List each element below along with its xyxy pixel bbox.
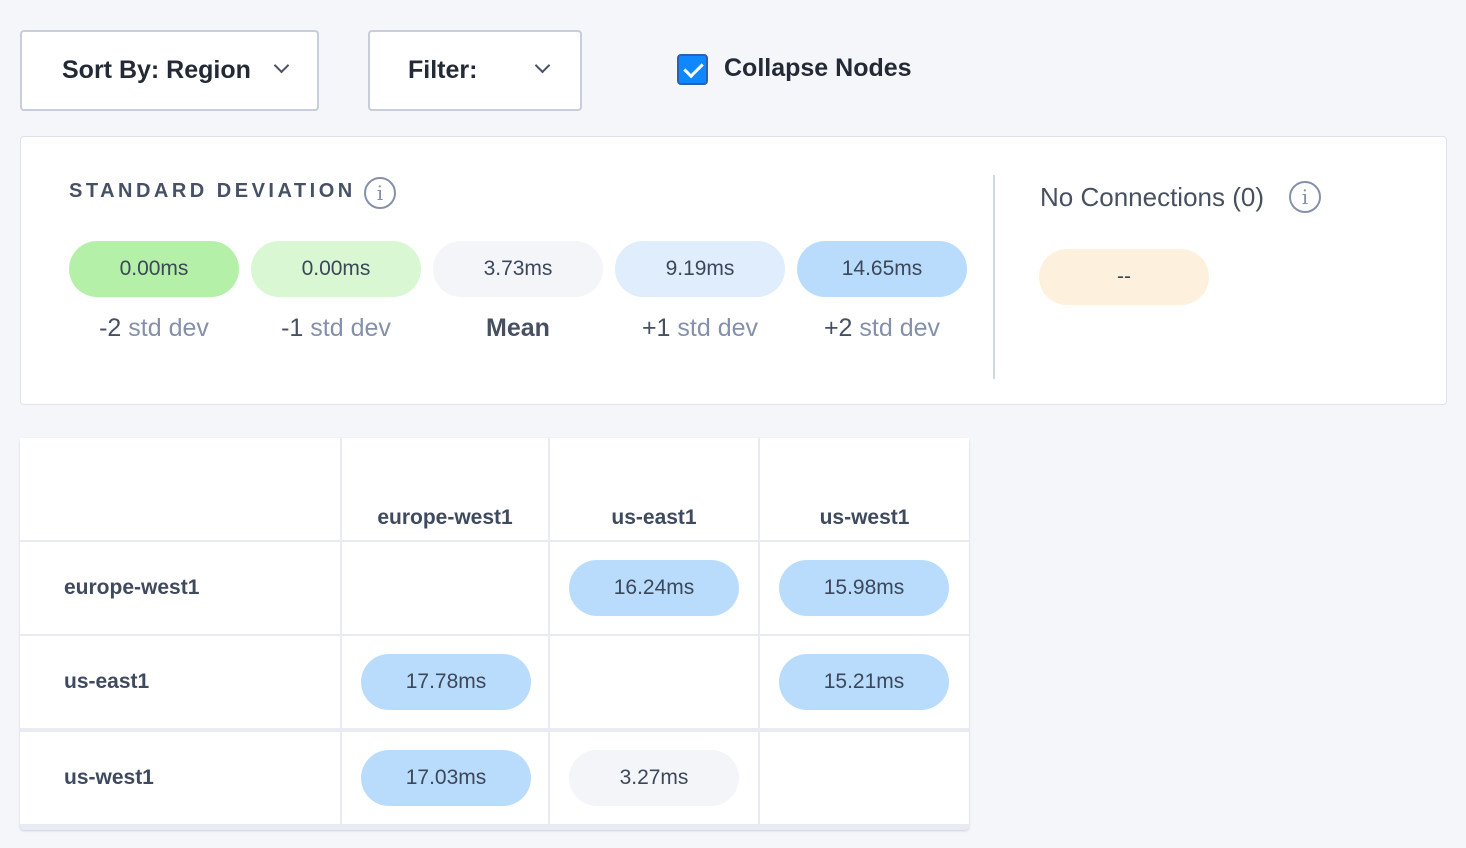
std-label: Mean xyxy=(486,314,550,342)
row-header: us-west1 xyxy=(64,766,154,789)
std-pill: 14.65ms xyxy=(797,241,967,297)
std-pill: 3.73ms xyxy=(433,241,603,297)
filter-dropdown[interactable]: Filter: xyxy=(368,30,582,111)
table-row: europe-west1 xyxy=(20,542,340,634)
row-header: europe-west1 xyxy=(64,576,200,599)
column-header: us-west1 xyxy=(819,506,910,529)
matrix-cell: 17.78ms xyxy=(342,636,548,728)
matrix-cell xyxy=(342,542,548,634)
collapse-nodes-checkbox[interactable] xyxy=(677,54,708,85)
std-label: -2 std dev xyxy=(99,314,209,342)
chevron-down-icon xyxy=(534,57,551,74)
column-header: us-east1 xyxy=(611,506,697,529)
row-header: us-east1 xyxy=(64,670,150,693)
latency-matrix: europe-west1 us-east1 us-west1 europe-west1… xyxy=(20,438,969,830)
divider xyxy=(993,175,995,379)
std-dev-title: STANDARD DEVIATION xyxy=(69,180,356,202)
std-label: +2 std dev xyxy=(823,314,941,342)
info-icon[interactable]: i xyxy=(364,177,396,209)
table-row: us-west1 xyxy=(20,732,340,824)
sort-label: Sort By: Region xyxy=(62,56,251,84)
latency-pill: 3.27ms xyxy=(569,750,739,806)
latency-pill: 17.03ms xyxy=(361,750,531,806)
std-pill: 0.00ms xyxy=(69,241,239,297)
matrix-cell: 16.24ms xyxy=(550,542,758,634)
std-pill: 0.00ms xyxy=(251,241,421,297)
std-pill: 9.19ms xyxy=(615,241,785,297)
latency-pill: 15.98ms xyxy=(779,560,949,616)
matrix-cell xyxy=(760,732,969,824)
column-header: europe-west1 xyxy=(377,506,513,529)
std-label: -1 std dev xyxy=(281,314,391,342)
latency-pill: 15.21ms xyxy=(779,654,949,710)
matrix-cell: 17.03ms xyxy=(342,732,548,824)
no-connections-title: No Connections (0) xyxy=(1040,182,1264,212)
latency-pill: 17.78ms xyxy=(361,654,531,710)
matrix-cell: 15.21ms xyxy=(760,636,969,728)
filter-label: Filter: xyxy=(408,56,478,84)
collapse-nodes-label[interactable]: Collapse Nodes xyxy=(724,54,912,82)
matrix-cell: 3.27ms xyxy=(550,732,758,824)
matrix-cell: 15.98ms xyxy=(760,542,969,634)
matrix-cell xyxy=(550,636,758,728)
latency-pill: 16.24ms xyxy=(569,560,739,616)
std-label: +1 std dev xyxy=(641,314,759,342)
no-connections-value: -- xyxy=(1039,249,1209,305)
table-row: us-east1 xyxy=(20,636,340,728)
info-icon[interactable]: i xyxy=(1289,181,1321,213)
sort-dropdown[interactable]: Sort By: Region xyxy=(20,30,319,111)
chevron-down-icon xyxy=(273,57,290,74)
legend-panel: STANDARD DEVIATION i 0.00ms -2 std dev 0.… xyxy=(20,136,1447,405)
